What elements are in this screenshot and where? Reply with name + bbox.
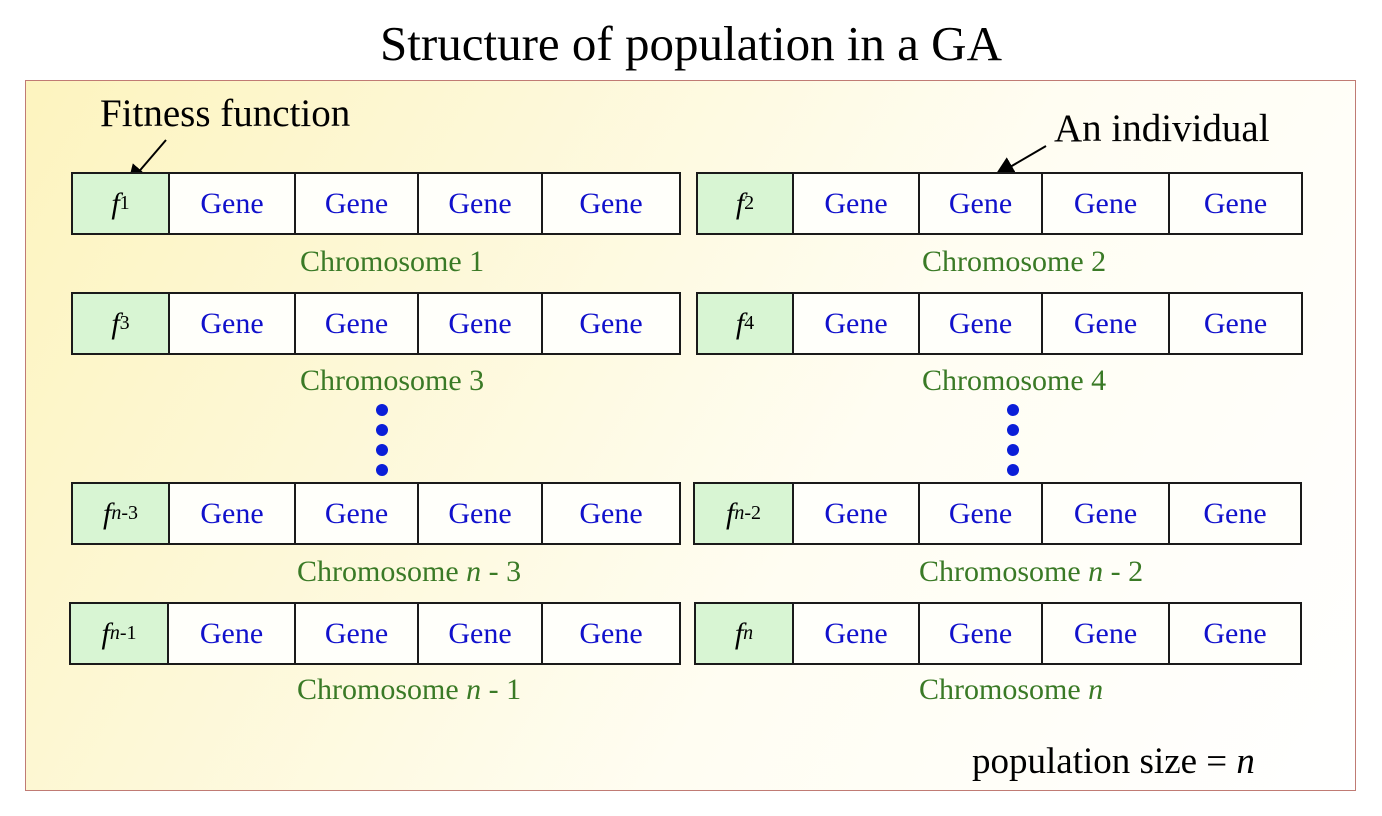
page-title: Structure of population in a GA [380,16,1002,71]
gene-cell: Gene [918,294,1041,353]
gene-cell: Gene [541,484,679,543]
gene-cell: Gene [294,294,417,353]
gene-cell: Gene [168,294,294,353]
chromosome-row: f n-1 Gene Gene Gene Gene [69,602,681,665]
gene-cell: Gene [417,174,541,233]
gene-cell: Gene [417,294,541,353]
gene-cell: Gene [168,484,294,543]
gene-cell: Gene [918,174,1041,233]
gene-cell: Gene [792,604,918,663]
gene-cell: Gene [1168,294,1301,353]
gene-cell: Gene [294,174,417,233]
chromosome-label: Chromosome 2 [922,245,1107,278]
an-individual-label: An individual [1054,107,1270,150]
gene-cell: Gene [417,484,541,543]
ellipsis-dots [376,404,390,484]
chromosome-label: Chromosome n - 1 [297,673,522,706]
chromosome-label: Chromosome 3 [300,364,485,397]
gene-cell: Gene [294,604,417,663]
chromosome-row: f n-2 Gene Gene Gene Gene [693,482,1302,545]
gene-cell: Gene [918,604,1041,663]
gene-cell: Gene [1168,484,1300,543]
gene-cell: Gene [168,174,294,233]
gene-cell: Gene [792,484,918,543]
gene-cell: Gene [167,604,294,663]
gene-cell: Gene [792,174,918,233]
gene-cell: Gene [541,174,679,233]
gene-cell: Gene [1168,174,1301,233]
fitness-function-label: Fitness function [100,92,351,135]
chromosome-label: Chromosome 4 [922,364,1107,397]
gene-cell: Gene [792,294,918,353]
fitness-cell: f n-3 [73,484,168,543]
gene-cell: Gene [1041,294,1168,353]
gene-cell: Gene [294,484,417,543]
ellipsis-dots [1007,404,1021,484]
gene-cell: Gene [918,484,1041,543]
gene-cell: Gene [1168,604,1300,663]
chromosome-label: Chromosome n - 2 [919,555,1144,588]
gene-cell: Gene [417,604,541,663]
chromosome-label: Chromosome n [919,673,1104,706]
gene-cell: Gene [541,294,679,353]
chromosome-row: f n-3 Gene Gene Gene Gene [71,482,681,545]
gene-cell: Gene [541,604,679,663]
population-size-label: population size = n [972,741,1255,782]
gene-cell: Gene [1041,484,1168,543]
gene-cell: Gene [1041,604,1168,663]
fitness-cell: f n-1 [71,604,167,663]
chromosome-label: Chromosome 1 [300,245,485,278]
fitness-cell: f n-2 [695,484,792,543]
gene-cell: Gene [1041,174,1168,233]
chromosome-label: Chromosome n - 3 [297,555,522,588]
